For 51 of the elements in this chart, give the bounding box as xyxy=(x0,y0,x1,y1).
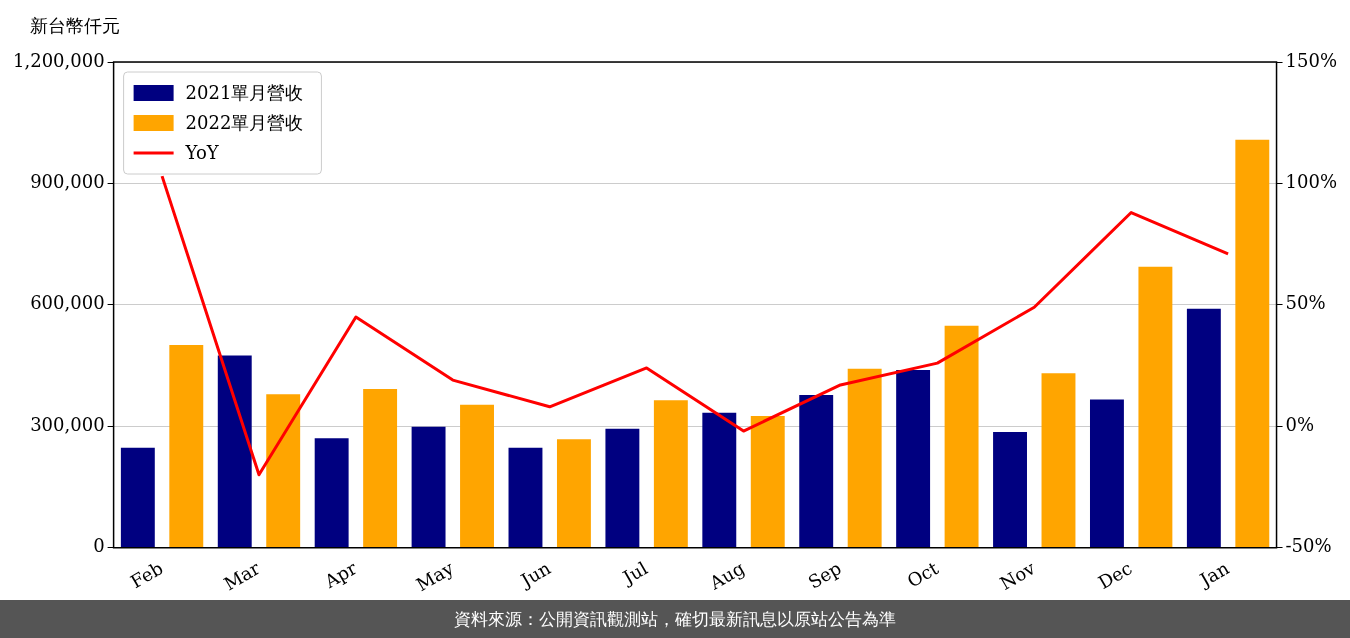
y-tick-label: 1,200,000 xyxy=(13,49,105,71)
x-tick-label: Apr xyxy=(320,557,361,593)
y2-tick-label: 100% xyxy=(1285,171,1338,193)
bar xyxy=(944,325,979,548)
bar xyxy=(702,412,737,548)
bar xyxy=(411,426,446,548)
x-tick-label: Nov xyxy=(996,556,1040,594)
bar xyxy=(847,368,882,548)
x-tick-label: Jan xyxy=(1194,557,1233,592)
x-tick-label: Jul xyxy=(617,557,652,589)
y-tick-label: 0 xyxy=(93,535,105,557)
x-tick-label: Oct xyxy=(903,556,943,592)
bar xyxy=(363,388,398,548)
y2-tick-label: 50% xyxy=(1285,292,1326,314)
bar xyxy=(1235,139,1270,548)
y2-tick-label: 0% xyxy=(1285,413,1315,435)
bar xyxy=(1186,308,1221,548)
x-tick-label: May xyxy=(412,556,458,596)
bar xyxy=(266,394,301,548)
y-tick-label: 300,000 xyxy=(30,413,105,435)
bar xyxy=(1138,266,1173,548)
y-tick-label: 600,000 xyxy=(30,292,105,314)
x-tick-label: Sep xyxy=(804,557,845,593)
bar xyxy=(993,431,1027,548)
bar xyxy=(120,447,155,548)
x-tick-label: Mar xyxy=(220,557,264,595)
bar xyxy=(1041,373,1076,548)
bar xyxy=(1089,399,1124,548)
bar xyxy=(653,400,688,548)
bar xyxy=(750,416,785,548)
bar xyxy=(169,344,204,548)
y2-tick-label: -50% xyxy=(1285,535,1332,557)
y-axis-title: 新台幣仟元 xyxy=(30,14,120,38)
x-tick-label: Dec xyxy=(1094,557,1136,594)
bar xyxy=(556,439,591,548)
legend-label: YoY xyxy=(184,141,220,163)
bar xyxy=(896,369,931,548)
bar xyxy=(460,404,494,548)
x-tick-label: Jun xyxy=(515,557,555,592)
x-tick-label: Feb xyxy=(126,557,167,593)
bar xyxy=(314,438,349,548)
x-tick-label: Aug xyxy=(705,557,748,595)
y-tick-label: 900,000 xyxy=(30,171,105,193)
y2-tick-label: 150% xyxy=(1285,49,1338,71)
bar xyxy=(217,355,252,548)
legend-label: 2021單月營收 xyxy=(185,81,304,103)
source-note: 資料來源：公開資訊觀測站，確切最新訊息以原站公告為準 xyxy=(0,600,1350,638)
bar xyxy=(799,395,834,548)
bar xyxy=(508,447,543,548)
bar xyxy=(605,428,640,548)
legend-label: 2022單月營收 xyxy=(185,111,304,133)
